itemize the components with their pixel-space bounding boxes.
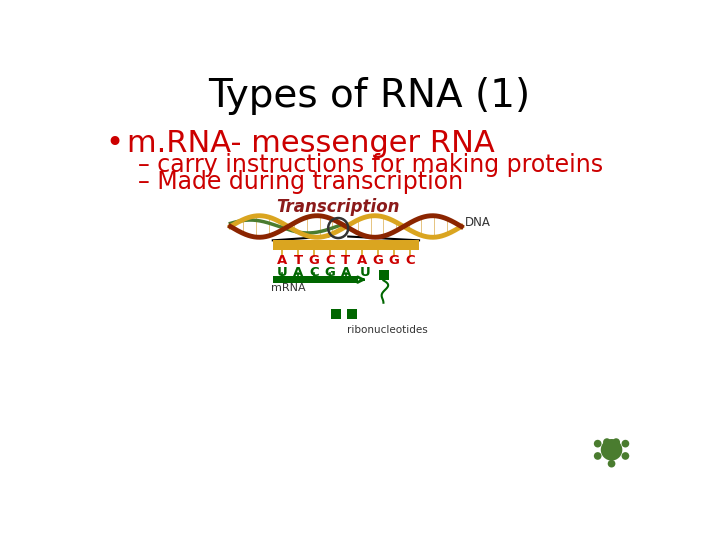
Text: Transcription: Transcription <box>276 198 400 216</box>
Text: U: U <box>276 266 287 279</box>
Circle shape <box>594 440 601 448</box>
Text: A: A <box>277 254 287 267</box>
Circle shape <box>612 438 620 446</box>
Circle shape <box>621 452 629 460</box>
Bar <box>330 309 341 319</box>
Text: C: C <box>309 266 319 279</box>
Text: G: G <box>308 254 320 267</box>
Text: A: A <box>356 254 367 267</box>
Text: – carry instructions for making proteins: – carry instructions for making proteins <box>138 153 603 177</box>
Text: •: • <box>106 129 124 158</box>
Text: T: T <box>294 254 302 267</box>
Text: C: C <box>379 270 388 280</box>
Text: U: U <box>359 266 370 279</box>
Text: Types of RNA (1): Types of RNA (1) <box>208 77 530 114</box>
Text: G: G <box>372 254 383 267</box>
Circle shape <box>603 438 611 446</box>
Circle shape <box>600 439 622 461</box>
Text: ribonucleotides: ribonucleotides <box>348 325 428 335</box>
Text: A: A <box>293 266 303 279</box>
Text: A: A <box>341 266 351 279</box>
Bar <box>273 276 359 284</box>
Text: G: G <box>325 266 336 279</box>
Text: C: C <box>405 254 415 267</box>
Bar <box>379 271 389 280</box>
Text: – Made during transcription: – Made during transcription <box>138 170 463 194</box>
Circle shape <box>594 452 601 460</box>
Bar <box>273 240 419 249</box>
Text: C: C <box>325 254 335 267</box>
Text: G: G <box>388 254 400 267</box>
Circle shape <box>608 460 616 468</box>
Bar <box>348 309 357 319</box>
Text: G: G <box>331 308 340 319</box>
Text: mRNA: mRNA <box>271 283 306 293</box>
Text: DNA: DNA <box>465 216 491 229</box>
Text: m.RNA- messenger RNA: m.RNA- messenger RNA <box>127 129 495 158</box>
Circle shape <box>621 440 629 448</box>
Text: T: T <box>341 254 351 267</box>
